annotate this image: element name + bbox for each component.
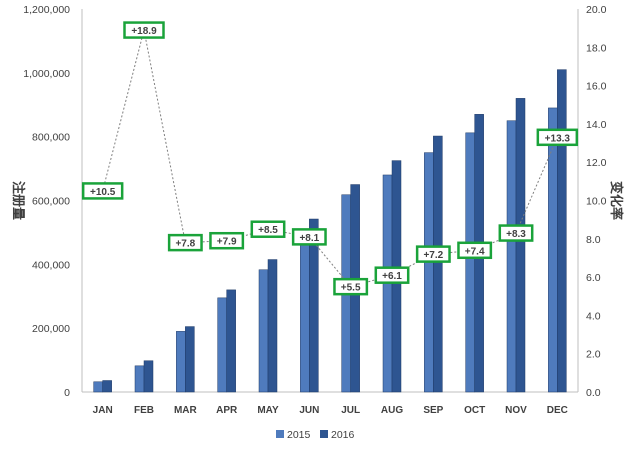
change-label-box — [209, 231, 245, 250]
bar-2015-feb — [134, 365, 145, 393]
change-label-box — [415, 245, 451, 263]
change-line-layer — [102, 29, 558, 288]
change-rate-line — [102, 29, 558, 288]
change-label: +7.9 — [217, 237, 237, 248]
legend-label: 2016 — [331, 429, 355, 441]
change-label-box — [457, 241, 493, 260]
change-label-box — [167, 233, 203, 252]
y2-tick-label: 2.0 — [586, 349, 601, 361]
legend-label: 2015 — [287, 429, 311, 441]
x-tick-label: APR — [216, 405, 238, 416]
bar-2015-mar — [176, 331, 186, 393]
change-label-box — [291, 228, 327, 246]
bar-2015-sep — [424, 152, 434, 393]
change-label-box — [374, 266, 410, 284]
x-tick-label: DEC — [547, 405, 568, 416]
y-tick-label: 1,000,000 — [23, 68, 70, 80]
change-label-box — [81, 182, 124, 200]
bar-2016-feb — [143, 360, 154, 393]
change-label: +5.5 — [341, 283, 361, 294]
legend-swatch-2015 — [276, 430, 284, 438]
y-tick-label: 600,000 — [32, 196, 70, 208]
legend-swatch-2016 — [320, 430, 328, 438]
bar-2016-dec — [557, 69, 567, 393]
change-label: +7.8 — [175, 239, 195, 250]
bars-layer — [93, 69, 567, 393]
bar-2015-may — [258, 269, 269, 393]
y2-tick-label: 8.0 — [586, 234, 601, 246]
change-label: +8.3 — [506, 229, 526, 240]
x-tick-label: JUN — [299, 405, 319, 416]
y-tick-label: 800,000 — [32, 132, 70, 144]
change-label: +18.9 — [131, 26, 157, 37]
x-tick-label: SEP — [423, 405, 443, 416]
y2-tick-label: 4.0 — [586, 310, 601, 322]
x-tick-label: JAN — [93, 405, 113, 416]
y-axis-title: 注册量 — [11, 181, 26, 220]
x-tick-label: AUG — [381, 405, 403, 416]
x-tick-label: NOV — [505, 405, 527, 416]
bar-2015-apr — [217, 297, 227, 393]
y2-tick-label: 18.0 — [586, 42, 607, 54]
y2-tick-label: 20.0 — [586, 4, 607, 16]
y-tick-label: 1,200,000 — [23, 4, 70, 16]
change-label: +8.1 — [299, 233, 319, 244]
y2-tick-label: 16.0 — [586, 81, 607, 93]
bar-2016-apr — [226, 289, 236, 393]
change-label: +13.3 — [545, 133, 571, 144]
change-label-box — [123, 21, 165, 39]
change-label: +7.2 — [423, 250, 443, 261]
y-tick-label: 0 — [64, 387, 70, 399]
change-label-box — [498, 224, 534, 242]
x-tick-label: FEB — [134, 405, 154, 416]
bar-2016-mar — [185, 326, 195, 393]
y2-tick-label: 0.0 — [586, 387, 601, 399]
change-labels-layer: +10.5 +18.9 +7.8 +7.9 +8.5 +8.1 +5.5 +6.1 +7.2 +7… — [81, 21, 579, 296]
bar-2016-jun — [309, 218, 319, 393]
x-tick-label: MAY — [257, 405, 279, 416]
change-label-box — [536, 128, 579, 147]
bar-2015-dec — [548, 107, 558, 393]
change-label-box — [250, 220, 286, 238]
y2-tick-label: 14.0 — [586, 119, 607, 131]
bar-2015-jun — [300, 232, 310, 393]
x-tick-label: JUL — [341, 405, 360, 416]
bar-2016-jan — [102, 380, 112, 393]
axes-layer: 0 200,000 400,000 600,000 800,000 1,000,000 1,… — [11, 4, 624, 416]
bar-2016-may — [267, 259, 278, 393]
y2-tick-label: 12.0 — [586, 157, 607, 169]
bar-2016-sep — [433, 135, 443, 393]
x-tick-label: MAR — [174, 405, 198, 416]
change-label: +7.4 — [465, 246, 485, 257]
change-label: +6.1 — [382, 271, 402, 282]
y-tick-label: 400,000 — [32, 259, 70, 271]
y2-axis-title: 变化率 — [609, 181, 624, 220]
change-label: +8.5 — [258, 225, 278, 236]
y2-tick-label: 6.0 — [586, 272, 601, 284]
y-tick-label: 200,000 — [32, 323, 70, 335]
y2-tick-label: 10.0 — [586, 196, 607, 208]
bar-2015-oct — [465, 132, 475, 393]
bar-2016-nov — [515, 98, 526, 393]
x-tick-label: OCT — [464, 405, 485, 416]
change-label: +10.5 — [90, 187, 116, 198]
change-label-box — [333, 277, 369, 296]
legend: 2015 2016 — [276, 429, 355, 441]
bar-2015-jan — [93, 381, 103, 393]
bar-2015-nov — [506, 120, 517, 393]
